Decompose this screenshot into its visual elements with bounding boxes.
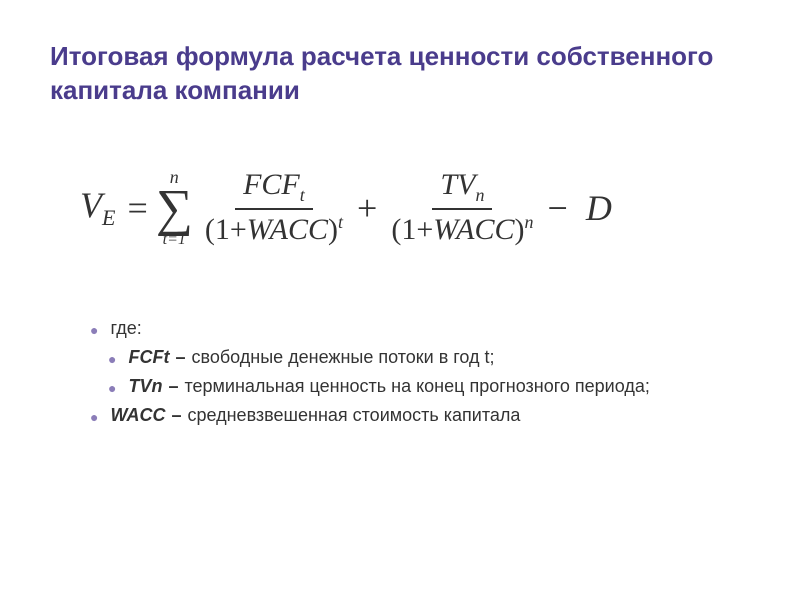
bullet-icon: ● <box>108 380 116 396</box>
where-line: ● где: <box>90 318 750 339</box>
def-text: свободные денежные потоки в год t; <box>191 347 494 368</box>
bullet-icon: ● <box>108 351 116 367</box>
fraction-1-denominator: (1+WACC)t <box>205 210 343 247</box>
fraction-2-denominator: (1+WACC)n <box>391 210 533 247</box>
def-term: FCFt <box>128 347 169 368</box>
lhs-sub: E <box>102 206 115 231</box>
plus-operator: + <box>357 187 377 229</box>
def-text: терминальная ценность на конец прогнозно… <box>184 376 649 397</box>
def-item-tvn: ● TVn – терминальная ценность на конец п… <box>108 376 750 397</box>
fraction-2-numerator: TVn <box>432 168 492 210</box>
def-dash: – <box>171 405 181 426</box>
den2-sup: n <box>525 212 534 232</box>
num1-sub: t <box>300 185 305 205</box>
bullet-icon: ● <box>90 409 98 425</box>
def-text: средневзвешенная стоимость капитала <box>187 405 520 426</box>
formula-end-var: D <box>586 187 612 229</box>
formula-lhs: VE <box>80 184 115 231</box>
num2-base: TV <box>440 168 475 201</box>
sigma-lower-limit: t=1 <box>163 232 186 248</box>
fraction-2: TVn (1+WACC)n <box>391 168 533 247</box>
def-item-wacc: ● WACC – средневзвешенная стоимость капи… <box>90 405 750 426</box>
num2-sub: n <box>475 185 484 205</box>
den2-prefix: (1+ <box>391 213 433 246</box>
minus-operator: − <box>548 187 568 229</box>
where-label: где: <box>110 318 141 339</box>
den2-suffix: ) <box>515 213 525 246</box>
sigma-symbol: ∑ <box>156 186 193 233</box>
den1-prefix: (1+ <box>205 213 247 246</box>
def-term: WACC <box>110 405 165 426</box>
den2-var: WACC <box>433 213 514 246</box>
formula: VE = n ∑ t=1 FCFt (1+WACC)t + TVn (1+WAC… <box>80 168 750 249</box>
den1-sup: t <box>338 212 343 232</box>
slide-title: Итоговая формула расчета ценности собств… <box>50 40 750 108</box>
def-dash: – <box>175 347 185 368</box>
definitions-block: ● где: ● FCFt – свободные денежные поток… <box>50 318 750 426</box>
def-item-fcft: ● FCFt – свободные денежные потоки в год… <box>108 347 750 368</box>
den1-suffix: ) <box>328 213 338 246</box>
num1-base: FCF <box>243 168 300 201</box>
sigma-block: n ∑ t=1 <box>156 168 193 249</box>
def-dash: – <box>168 376 178 397</box>
bullet-icon: ● <box>90 322 98 338</box>
lhs-base: V <box>80 185 102 225</box>
fraction-1: FCFt (1+WACC)t <box>205 168 343 247</box>
def-term: TVn <box>128 376 162 397</box>
fraction-1-numerator: FCFt <box>235 168 313 210</box>
equals-sign: = <box>127 187 147 229</box>
den1-var: WACC <box>247 213 328 246</box>
